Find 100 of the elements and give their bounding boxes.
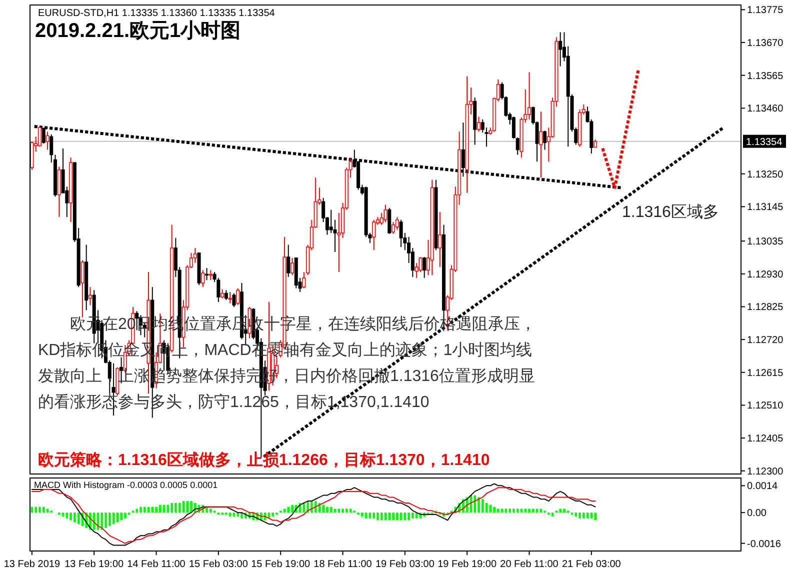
bar	[338, 508, 340, 513]
bar	[124, 512, 126, 518]
bar	[388, 512, 391, 520]
x-tick-label: 13 Feb 19:00	[64, 559, 124, 570]
text: 2019.2.21.欧元1小时图	[35, 20, 241, 42]
bar	[412, 512, 414, 518]
bar	[170, 502, 173, 513]
x-tick-label: 18 Feb 11:00	[314, 559, 372, 570]
bar	[136, 508, 138, 513]
chart-subtitle: EURUSD-STD,H1 1.13335 1.13360 1.13335 1.13354	[38, 8, 276, 19]
candlestick	[201, 270, 205, 288]
candlestick	[228, 292, 232, 304]
y-tick-label: 1.12720	[747, 335, 784, 346]
x-tick-label: 14 Feb 11:00	[127, 559, 186, 570]
bar	[155, 506, 158, 513]
bar	[512, 508, 515, 513]
candlestick	[286, 244, 290, 278]
bar	[559, 508, 562, 513]
bar	[345, 508, 348, 513]
candlestick	[80, 260, 84, 318]
candlestick	[88, 286, 92, 306]
bar	[342, 508, 344, 513]
candlestick	[438, 211, 442, 268]
y-tick-label: 1.12615	[747, 368, 784, 379]
y-tick-label: 1.13250	[747, 169, 784, 180]
bar	[140, 506, 142, 513]
bar	[34, 506, 37, 513]
bar	[210, 508, 212, 513]
bar	[532, 508, 534, 513]
bar	[326, 506, 328, 513]
bar	[143, 506, 146, 513]
bar	[396, 512, 398, 520]
ref-line-label: 1.13354	[746, 136, 783, 148]
y-tick-label: 0.0014	[747, 481, 778, 492]
candlestick	[527, 72, 532, 120]
candlestick	[422, 256, 426, 278]
candlestick	[38, 126, 42, 148]
x-tick-label: 13 Feb 2019	[4, 559, 60, 570]
bar	[291, 504, 294, 513]
bar	[540, 508, 542, 513]
bar	[74, 512, 76, 522]
bar	[120, 512, 122, 520]
annotation: 1.1316区域多	[622, 202, 719, 223]
candlestick	[46, 131, 50, 150]
bar	[104, 512, 107, 528]
bar	[372, 512, 376, 518]
bar	[186, 501, 189, 513]
y-tick-label: 1.13035	[747, 236, 784, 248]
candlestick	[392, 221, 396, 234]
bar	[392, 512, 394, 520]
x-tick-label: 19 Feb 19:00	[438, 559, 497, 570]
bar	[92, 512, 96, 530]
candlestick	[236, 288, 240, 306]
bar	[497, 508, 500, 513]
candlestick	[395, 216, 399, 230]
candlestick	[135, 310, 139, 331]
candlestick	[539, 111, 543, 178]
x-tick-label: 21 Feb 03:00	[562, 559, 622, 570]
y-tick-label: 1.13460	[747, 104, 784, 115]
candlestick	[543, 130, 547, 150]
bar	[38, 506, 41, 513]
candlestick	[290, 257, 294, 276]
bar	[578, 512, 581, 518]
candlestick	[224, 290, 228, 301]
candlestick	[193, 247, 197, 264]
bar	[516, 508, 519, 513]
bar	[108, 512, 111, 526]
x-tick-label: 20 Feb 11:00	[500, 559, 559, 570]
bar	[376, 512, 379, 520]
x-tick-label: 15 Feb 19:00	[251, 559, 311, 570]
bar	[380, 512, 383, 520]
bar	[190, 501, 192, 513]
y-tick-label: 1.12405	[747, 434, 784, 445]
y-tick-label: 1.12825	[747, 302, 784, 314]
bar	[574, 512, 578, 516]
candlestick	[208, 270, 212, 281]
candlestick	[558, 32, 562, 67]
y-tick-label: 1.13565	[747, 70, 784, 82]
bar	[174, 502, 177, 513]
y-tick-label: 1.12510	[747, 400, 784, 412]
bar	[70, 512, 72, 520]
candlestick	[399, 219, 403, 248]
candlestick	[372, 219, 376, 251]
bar	[594, 512, 596, 520]
bar	[489, 504, 492, 513]
candlestick	[384, 204, 388, 222]
annotation: 欧元策略：1.1316区域做多，止损1.1266，目标1.1370，1.1410	[38, 450, 490, 471]
bar	[493, 506, 496, 513]
bar	[361, 512, 364, 516]
bar	[408, 512, 410, 520]
bar	[481, 499, 484, 513]
y-tick-label: 1.13145	[747, 202, 784, 214]
bar	[302, 502, 306, 513]
y-tick-label: 1.13670	[747, 38, 784, 50]
bar	[272, 512, 274, 516]
bar	[100, 512, 104, 530]
bar	[524, 508, 527, 513]
y-tick-label: -0.0016	[747, 538, 782, 550]
bar	[582, 512, 585, 518]
y-tick-label: 1.12300	[747, 466, 784, 478]
